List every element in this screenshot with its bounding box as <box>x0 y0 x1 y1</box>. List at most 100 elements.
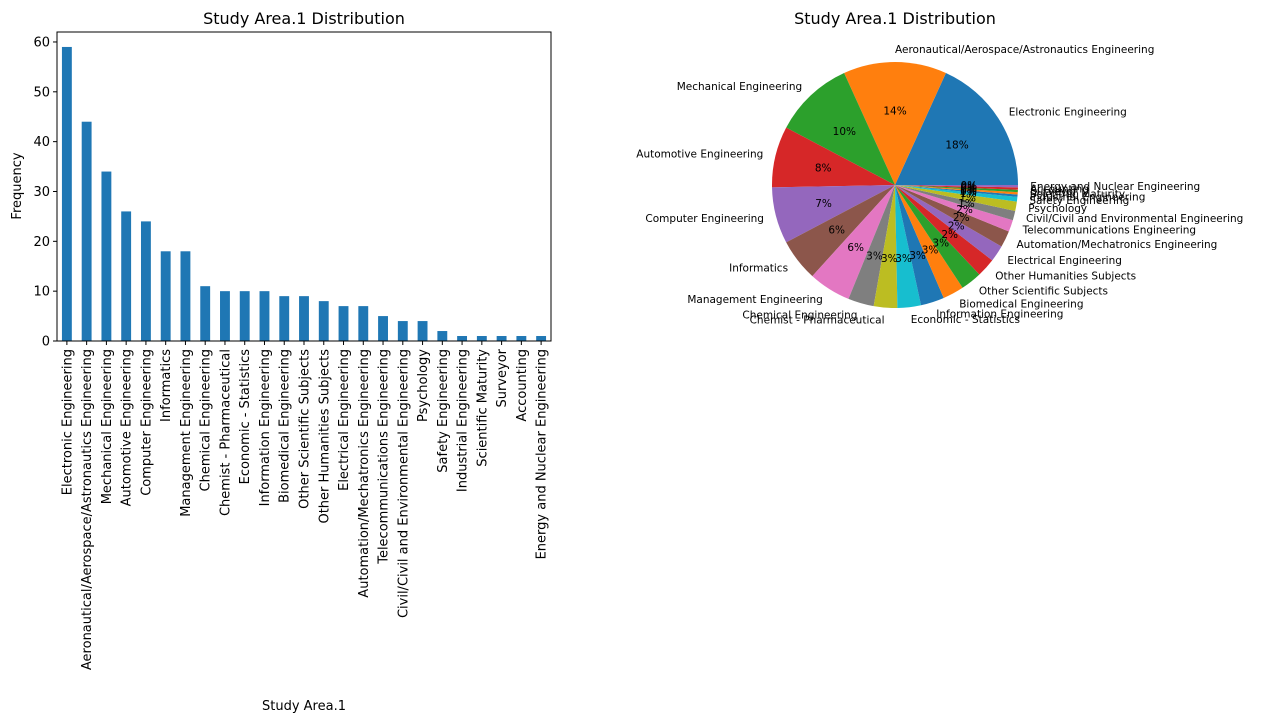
bar-management-engineering <box>180 251 191 341</box>
bar-y-tick-label: 30 <box>33 185 50 200</box>
bar-energy-and-nuclear-engineering <box>536 336 547 341</box>
pie-category-label: Electronic Engineering <box>1009 106 1127 118</box>
pie-percent-labels: 18%14%10%8%7%6%6%3%3%3%3%3%3%2%2%2%2%1%1… <box>815 106 977 265</box>
pie-category-label: Economic - Statistics <box>911 314 1020 326</box>
pie-percent-label: 18% <box>945 140 968 152</box>
bar-x-tick-label: Scientific Maturity <box>475 349 490 467</box>
pie-percent-label: 0% <box>960 180 977 192</box>
pie-category-label: Aeronautical/Aerospace/Astronautics Engi… <box>895 44 1154 56</box>
bar-x-tick-label: Management Engineering <box>179 349 194 517</box>
pie-category-label: Scientific Maturity <box>1030 189 1125 201</box>
bar-y-tick-label: 20 <box>33 235 50 250</box>
pie-percent-label: 3% <box>922 244 939 256</box>
pie-slice-surveyor <box>895 185 1018 193</box>
bar-y-tick-label: 40 <box>33 135 50 150</box>
bar-chart: Study Area.1 Distribution Frequency Stud… <box>10 9 552 714</box>
pie-category-labels: Electronic Engineering Aeronautical/Aeros… <box>636 44 1243 326</box>
bar-x-tick-label: Chemist - Pharmaceutical <box>218 349 233 516</box>
pie-slice-biomedical-engineering <box>895 185 963 298</box>
bar-y-tick-label: 50 <box>33 85 50 100</box>
pie-percent-label: 1% <box>958 198 975 210</box>
pie-slice-psychology <box>895 185 1017 212</box>
pie-slice-information-engineering <box>895 185 944 306</box>
pie-slice-accounting <box>895 185 1018 190</box>
pie-percent-label: 3% <box>881 253 898 265</box>
pie-percent-label: 7% <box>815 198 832 210</box>
pie-slice-aeronautical-aerospace-astronautics-engineering <box>844 62 946 185</box>
pie-percent-label: 0% <box>960 183 977 195</box>
bar-other-scientific-subjects <box>299 296 309 341</box>
bar-surveyor <box>496 336 507 341</box>
pie-slice-chemist-pharmaceutical <box>873 185 898 308</box>
bar-x-tick-label: Computer Engineering <box>139 349 154 496</box>
bar-safety-engineering <box>437 331 448 341</box>
bar-accounting <box>516 336 527 341</box>
pie-category-label: Psychology <box>1028 203 1087 215</box>
bar-plot-frame <box>56 31 552 342</box>
bar-x-tick-label: Energy and Nuclear Engineering <box>535 349 550 559</box>
bar-aeronautical-aerospace-astronautics-engineering <box>81 121 92 341</box>
pie-percent-label: 2% <box>948 221 965 233</box>
bar-y-tick-label: 10 <box>33 285 50 300</box>
bar-automation-mechatronics-engineering <box>358 306 369 341</box>
bar-biomedical-engineering <box>279 296 290 341</box>
pie-slice-economic-statistics <box>895 185 922 308</box>
pie-percent-label: 3% <box>909 250 926 262</box>
pie-category-label: Surveyor <box>1030 186 1078 198</box>
pie-slice-scientific-maturity <box>895 185 1018 195</box>
bar-scientific-maturity <box>476 336 487 341</box>
bar-x-tick-label: Electronic Engineering <box>60 349 75 495</box>
pie-category-label: Civil/Civil and Environmental Engineerin… <box>1026 213 1243 225</box>
pie-slice-energy-and-nuclear-engineering <box>895 185 1018 188</box>
bar-electrical-engineering <box>338 306 349 341</box>
pie-category-label: Chemical Engineering <box>742 309 857 321</box>
pie-slice-computer-engineering <box>772 185 895 243</box>
pie-category-label: Biomedical Engineering <box>959 299 1083 311</box>
pie-slice-mechanical-engineering <box>786 73 895 185</box>
bar-other-humanities-subjects <box>318 301 329 341</box>
bar-x-tick-label: Industrial Engineering <box>456 349 471 492</box>
bar-chemical-engineering <box>200 286 211 341</box>
pie-slice-informatics <box>786 185 895 277</box>
bar-civil-civil-and-environmental-engineering <box>397 321 408 341</box>
bar-automotive-engineering <box>121 211 132 341</box>
bar-psychology <box>417 321 428 341</box>
pie-percent-label: 6% <box>847 242 864 254</box>
bar-computer-engineering <box>140 221 151 341</box>
bar-x-tick-label: Telecommunications Engineering <box>377 349 392 565</box>
bar-x-tick-label: Other Scientific Subjects <box>298 349 313 509</box>
pie-percent-label: 0% <box>960 185 977 197</box>
pie-chart: Study Area.1 Distribution 18% 14% 10% 8% 7% 6… <box>636 9 1243 326</box>
bar-x-tick-label: Biomedical Engineering <box>278 349 293 503</box>
pie-category-label: Energy and Nuclear Engineering <box>1030 181 1200 193</box>
pie-category-label: Management Engineering <box>687 294 823 306</box>
pie-percent-label: 2% <box>953 212 970 224</box>
bar-mechanical-engineering <box>101 171 112 341</box>
pie-percent-label: 3% <box>895 253 912 265</box>
pie-category-label: Mechanical Engineering <box>677 81 802 93</box>
pie-chart-title: Study Area.1 Distribution <box>794 9 996 28</box>
pie-slice-other-scientific-subjects <box>895 185 980 288</box>
bar-y-ticks: 0 10 20 30 40 50 60 <box>33 35 57 350</box>
pie-percent-label: 3% <box>932 237 949 249</box>
pie-category-label: Automotive Engineering <box>636 148 763 160</box>
pie-percent-label: 2% <box>956 204 973 216</box>
pie-category-label: Industrial Engineering <box>1030 191 1146 203</box>
bar-x-ticks: Electronic Engineering Aeronautical/Aeros… <box>60 341 550 670</box>
pie-category-label: Other Scientific Subjects <box>979 286 1108 298</box>
pie-category-label: Automation/Mechatronics Engineering <box>1016 239 1217 251</box>
bar-chart-title: Study Area.1 Distribution <box>203 9 405 28</box>
pie-percent-label: 1% <box>960 188 977 200</box>
bar-information-engineering <box>259 291 270 341</box>
pie-slice-industrial-engineering <box>895 185 1018 197</box>
bar-x-tick-label: Other Humanities Subjects <box>317 349 332 524</box>
pie-slice-electronic-engineering <box>895 73 1018 185</box>
bar-chart-ylabel: Frequency <box>10 152 25 219</box>
bar-x-tick-label: Mechanical Engineering <box>100 349 115 504</box>
bar-telecommunications-engineering <box>378 316 388 341</box>
bar-x-tick-label: Surveyor <box>495 348 510 407</box>
bar-x-tick-label: Informatics <box>159 349 174 422</box>
pie-slice-civil-civil-and-environmental-engineering <box>895 185 1016 221</box>
bar-x-tick-label: Economic - Statistics <box>238 349 253 485</box>
bar-x-tick-label: Information Engineering <box>258 349 273 506</box>
